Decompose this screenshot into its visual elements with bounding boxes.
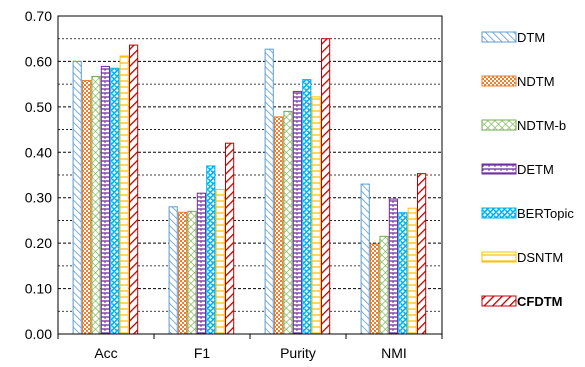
bar-cfdtm-f1 [225, 142, 235, 335]
bar-ndtm-b-nmi [379, 235, 389, 335]
legend-swatch-bertopic [481, 207, 517, 219]
bar-ndtm-b-acc [91, 75, 101, 335]
legend-swatch-detm [481, 163, 517, 175]
bar-bertopic-nmi [398, 212, 408, 335]
y-tick-labels: 0.00 0.10 0.20 0.30 0.40 0.50 0.60 0.70 [25, 8, 52, 342]
y-tick-label: 0.50 [25, 99, 52, 115]
bar-dtm-nmi [360, 183, 370, 335]
y-tick-label: 0.20 [25, 235, 52, 251]
legend: DTM NDTM NDTM-b DETM BERTopic DSNTM CFDTM [481, 30, 574, 309]
legend-swatch-ndtm-b [481, 119, 517, 131]
y-tick-label: 0.10 [25, 281, 52, 297]
bar-detm-f1 [196, 192, 207, 335]
bars [72, 38, 427, 335]
legend-label-cfdtm: CFDTM [517, 294, 563, 309]
bar-ndtm-acc [82, 80, 92, 335]
legend-label-bertopic: BERTopic [517, 206, 574, 221]
y-tick-label: 0.70 [25, 8, 52, 24]
bar-ndtm-nmi [370, 243, 380, 335]
legend-label-detm: DETM [517, 162, 554, 177]
bar-dsntm-acc [119, 55, 129, 335]
x-tick-label: NMI [381, 345, 407, 361]
legend-swatch-cfdtm [481, 295, 517, 307]
axes [57, 15, 443, 339]
x-tick-label: F1 [194, 345, 211, 361]
bar-dsntm-nmi [407, 207, 417, 335]
bar-ndtm-f1 [178, 211, 188, 335]
bar-ndtm-b-purity [283, 110, 293, 335]
bar-detm-nmi [388, 198, 398, 335]
y-tick-label: 0.30 [25, 190, 52, 206]
legend-label-ndtm: NDTM [517, 74, 555, 89]
legend-label-dtm: DTM [517, 30, 545, 45]
legend-swatch-dsntm [481, 251, 517, 263]
bar-detm-purity [292, 90, 302, 335]
bar-cfdtm-purity [321, 38, 331, 335]
bar-ndtm-purity [274, 116, 284, 335]
bar-detm-acc [100, 65, 111, 335]
bar-ndtm-b-f1 [187, 210, 197, 335]
legend-label-dsntm: DSNTM [517, 250, 563, 265]
legend-label-ndtm-b: NDTM-b [517, 118, 566, 133]
bar-dtm-acc [72, 60, 82, 335]
bar-dtm-f1 [168, 206, 178, 335]
bar-bertopic-acc [110, 67, 120, 335]
bar-cfdtm-nmi [417, 173, 427, 335]
bar-bertopic-f1 [206, 165, 216, 335]
bar-dsntm-f1 [215, 189, 225, 335]
y-tick-label: 0.40 [25, 144, 52, 160]
bar-bertopic-purity [302, 79, 312, 335]
x-tick-label: Acc [94, 345, 117, 361]
bar-dsntm-purity [311, 96, 321, 335]
x-tick-label: Purity [280, 345, 316, 361]
x-tick-labels: Acc F1 Purity NMI [94, 345, 407, 361]
bar-cfdtm-acc [129, 44, 139, 335]
legend-swatch-dtm [481, 31, 517, 43]
y-tick-label: 0.60 [25, 53, 52, 69]
y-tick-label: 0.00 [25, 326, 52, 342]
bar-dtm-purity [264, 48, 274, 335]
legend-swatch-ndtm [481, 75, 517, 87]
